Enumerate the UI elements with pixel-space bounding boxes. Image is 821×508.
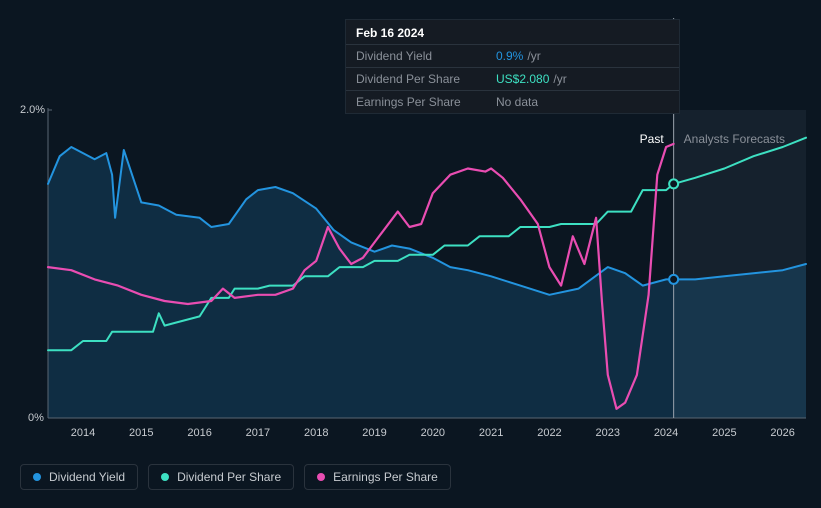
tooltip-row: Dividend Yield0.9% /yr — [346, 44, 679, 67]
legend-label: Dividend Yield — [49, 470, 125, 484]
tooltip-row-value: 0.9% — [496, 49, 523, 63]
marker-dividend_yield — [669, 275, 678, 284]
x-tick-label: 2015 — [129, 427, 153, 439]
x-tick-label: 2021 — [479, 427, 503, 439]
x-tick-label: 2016 — [187, 427, 211, 439]
forecast-label: Analysts Forecasts — [684, 132, 785, 146]
legend-label: Dividend Per Share — [177, 470, 281, 484]
legend-dot-icon — [33, 473, 41, 481]
past-label: Past — [640, 132, 664, 146]
x-tick-label: 2014 — [71, 427, 95, 439]
chart-tooltip: Feb 16 2024 Dividend Yield0.9%/yrDividen… — [345, 19, 680, 114]
legend-item-earnings_per_share[interactable]: Earnings Per Share — [304, 464, 451, 490]
x-tick-label: 2017 — [246, 427, 270, 439]
tooltip-row-value: US$2.080 — [496, 72, 549, 86]
legend-item-dividend_yield[interactable]: Dividend Yield — [20, 464, 138, 490]
chart-legend: Dividend Yield Dividend Per Share Earnings… — [20, 464, 451, 490]
tooltip-row-unit: /yr — [527, 49, 540, 63]
legend-dot-icon — [317, 473, 325, 481]
x-tick-label: 2022 — [537, 427, 561, 439]
legend-item-dividend_per_share[interactable]: Dividend Per Share — [148, 464, 294, 490]
tooltip-title: Feb 16 2024 — [346, 20, 679, 44]
x-tick-label: 2026 — [770, 427, 794, 439]
legend-label: Earnings Per Share — [333, 470, 438, 484]
tooltip-row-label: Dividend Yield — [356, 49, 496, 63]
dividend-chart: 2014 2015 2016 2017 2018 2019 2020 2021 2022 2023… — [0, 0, 821, 508]
tooltip-row-label: Earnings Per Share — [356, 95, 496, 109]
marker-dividend_per_share — [669, 179, 678, 188]
x-tick-label: 2023 — [596, 427, 620, 439]
tooltip-row-value: No data — [496, 95, 538, 109]
x-tick-label: 2025 — [712, 427, 736, 439]
tooltip-row-label: Dividend Per Share — [356, 72, 496, 86]
y-axis-label-top: 2.0% — [20, 104, 45, 116]
x-tick-label: 2019 — [362, 427, 386, 439]
y-axis-label-bottom: 0% — [28, 412, 44, 424]
tooltip-row: Earnings Per ShareNo data — [346, 90, 679, 113]
x-tick-label: 2018 — [304, 427, 328, 439]
tooltip-row: Dividend Per ShareUS$2.080/yr — [346, 67, 679, 90]
x-tick-label: 2020 — [421, 427, 445, 439]
legend-dot-icon — [161, 473, 169, 481]
tooltip-row-unit: /yr — [553, 72, 566, 86]
x-tick-label: 2024 — [654, 427, 678, 439]
